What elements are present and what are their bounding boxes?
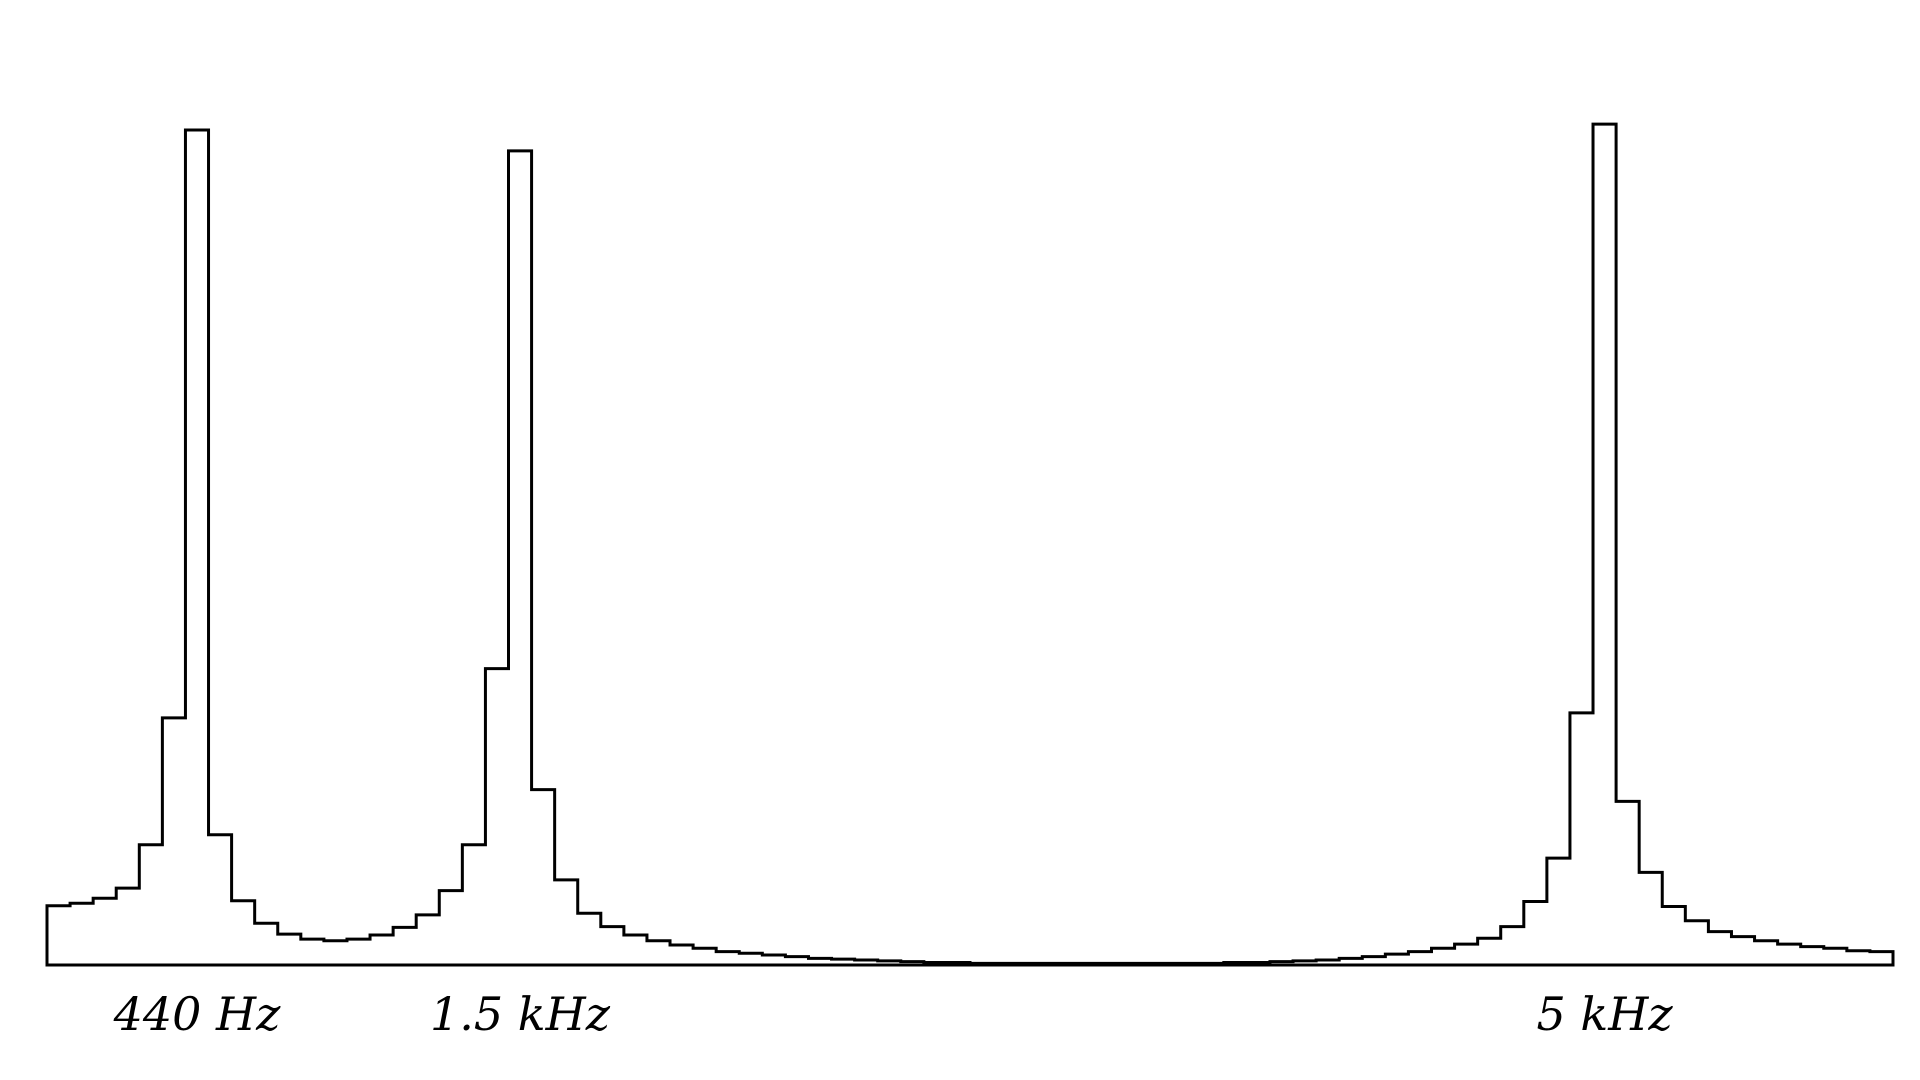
peak-labels: 440 Hz 1.5 kHz 5 kHz xyxy=(113,987,1674,1041)
peak-label: 440 Hz xyxy=(113,987,282,1041)
spectrum-bin xyxy=(1501,927,1524,965)
spectrum-bin xyxy=(1593,124,1616,965)
spectrum-bin xyxy=(1455,944,1478,965)
spectrum-bin xyxy=(1662,907,1685,965)
spectrum-bin xyxy=(162,718,185,965)
peak-label: 5 kHz xyxy=(1536,987,1673,1041)
spectrum-bin xyxy=(439,891,462,965)
spectrum-bin xyxy=(1731,937,1754,965)
spectrum-bin xyxy=(93,898,116,965)
spectrum-bin xyxy=(1824,948,1847,965)
spectrum-bin xyxy=(1755,941,1778,965)
spectrum-bin xyxy=(139,845,162,965)
spectrum-bin xyxy=(370,935,393,965)
spectrum-bin xyxy=(255,923,278,965)
spectrum-bin xyxy=(624,935,647,965)
spectrum-bin xyxy=(555,880,578,965)
spectrum-bin xyxy=(301,939,324,965)
spectrum-bin xyxy=(1478,938,1501,965)
spectrum-outline xyxy=(45,122,1895,967)
spectrum-bin xyxy=(1708,932,1731,965)
spectrum-bin xyxy=(1570,713,1593,965)
spectrum-bin xyxy=(232,901,255,965)
spectrum-bin xyxy=(1547,858,1570,965)
spectrum-bin xyxy=(1801,947,1824,965)
spectrum-bin xyxy=(70,903,93,965)
spectrum-bin xyxy=(509,151,532,965)
spectrum-bin xyxy=(647,941,670,965)
spectrum-bin xyxy=(393,927,416,965)
spectrum-bin xyxy=(347,939,370,965)
spectrum-bin xyxy=(532,790,555,965)
spectrum-bin xyxy=(1408,952,1431,965)
spectrum-bin xyxy=(1847,951,1870,965)
spectrum-bin xyxy=(739,953,762,965)
spectrum-bin xyxy=(209,835,232,965)
spectrum-bin xyxy=(1639,872,1662,965)
spectrum-bin xyxy=(1385,954,1408,965)
spectrum-bin xyxy=(116,888,139,965)
spectrum-bin xyxy=(1870,952,1893,965)
peak-label: 1.5 kHz xyxy=(430,987,611,1041)
spectrum-bin xyxy=(47,906,70,965)
spectrum-bin xyxy=(693,948,716,965)
spectrum-bin xyxy=(601,927,624,965)
spectrum-bin xyxy=(1778,944,1801,965)
spectrum-bin xyxy=(1524,902,1547,965)
spectrum-bin xyxy=(1432,948,1455,965)
spectrum-bin xyxy=(578,913,601,965)
spectrum-bin xyxy=(462,845,485,965)
spectrum-bin xyxy=(670,945,693,965)
spectrum-bin xyxy=(716,952,739,965)
spectrum-bin xyxy=(278,934,301,965)
spectrum-bin xyxy=(416,915,439,965)
spectrum-bin xyxy=(762,955,785,965)
spectrum-bin xyxy=(1685,921,1708,965)
spectrum-bin xyxy=(185,130,208,965)
spectrum-bin xyxy=(1616,801,1639,965)
spectrum-bin xyxy=(324,941,347,965)
spectrum-bin xyxy=(485,669,508,965)
